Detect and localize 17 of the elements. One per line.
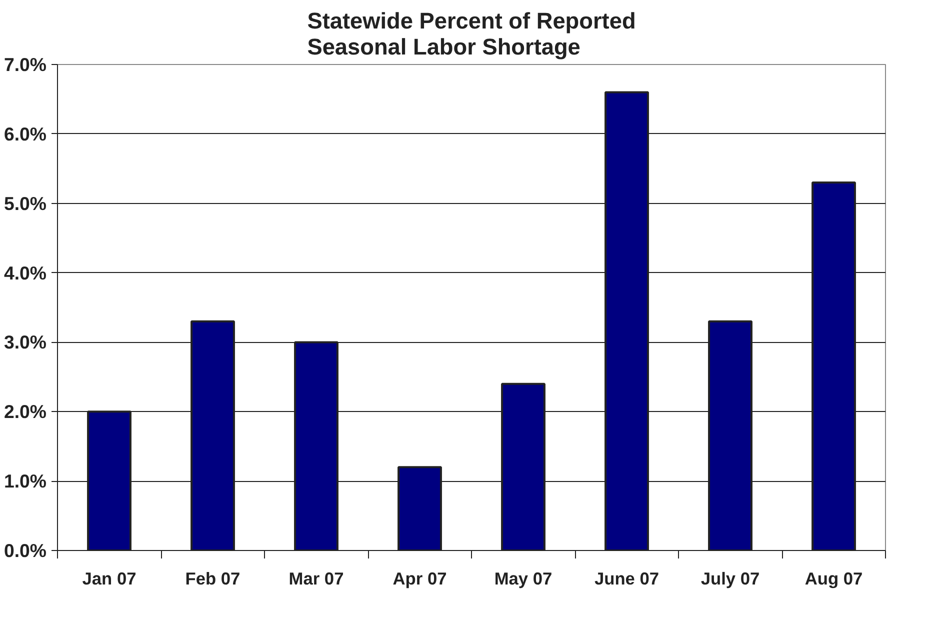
x-tick-label: Feb 07 — [185, 568, 240, 588]
x-tick-label: Jan 07 — [82, 568, 136, 588]
x-tick-label: July 07 — [700, 568, 760, 588]
x-tick-label: Apr 07 — [392, 568, 447, 588]
y-tick-label: 5.0% — [4, 192, 47, 214]
y-tick-label: 2.0% — [4, 401, 47, 422]
x-tick-label: May 07 — [494, 568, 552, 588]
y-tick-label: 4.0% — [4, 262, 47, 284]
x-tick-label: June 07 — [594, 568, 660, 588]
chart-title: Statewide Percent of Reported Seasonal Labor Shortage — [307, 8, 636, 60]
y-tick-label: 7.0% — [4, 54, 47, 75]
y-tick-label: 6.0% — [4, 123, 47, 144]
y-tick-label: 3.0% — [4, 332, 47, 353]
y-tick-label: 1.0% — [4, 470, 47, 492]
y-tick-label: 0.0% — [4, 540, 47, 561]
x-tick-label: Mar 07 — [288, 568, 344, 588]
x-tick-label: Aug 07 — [804, 568, 863, 588]
